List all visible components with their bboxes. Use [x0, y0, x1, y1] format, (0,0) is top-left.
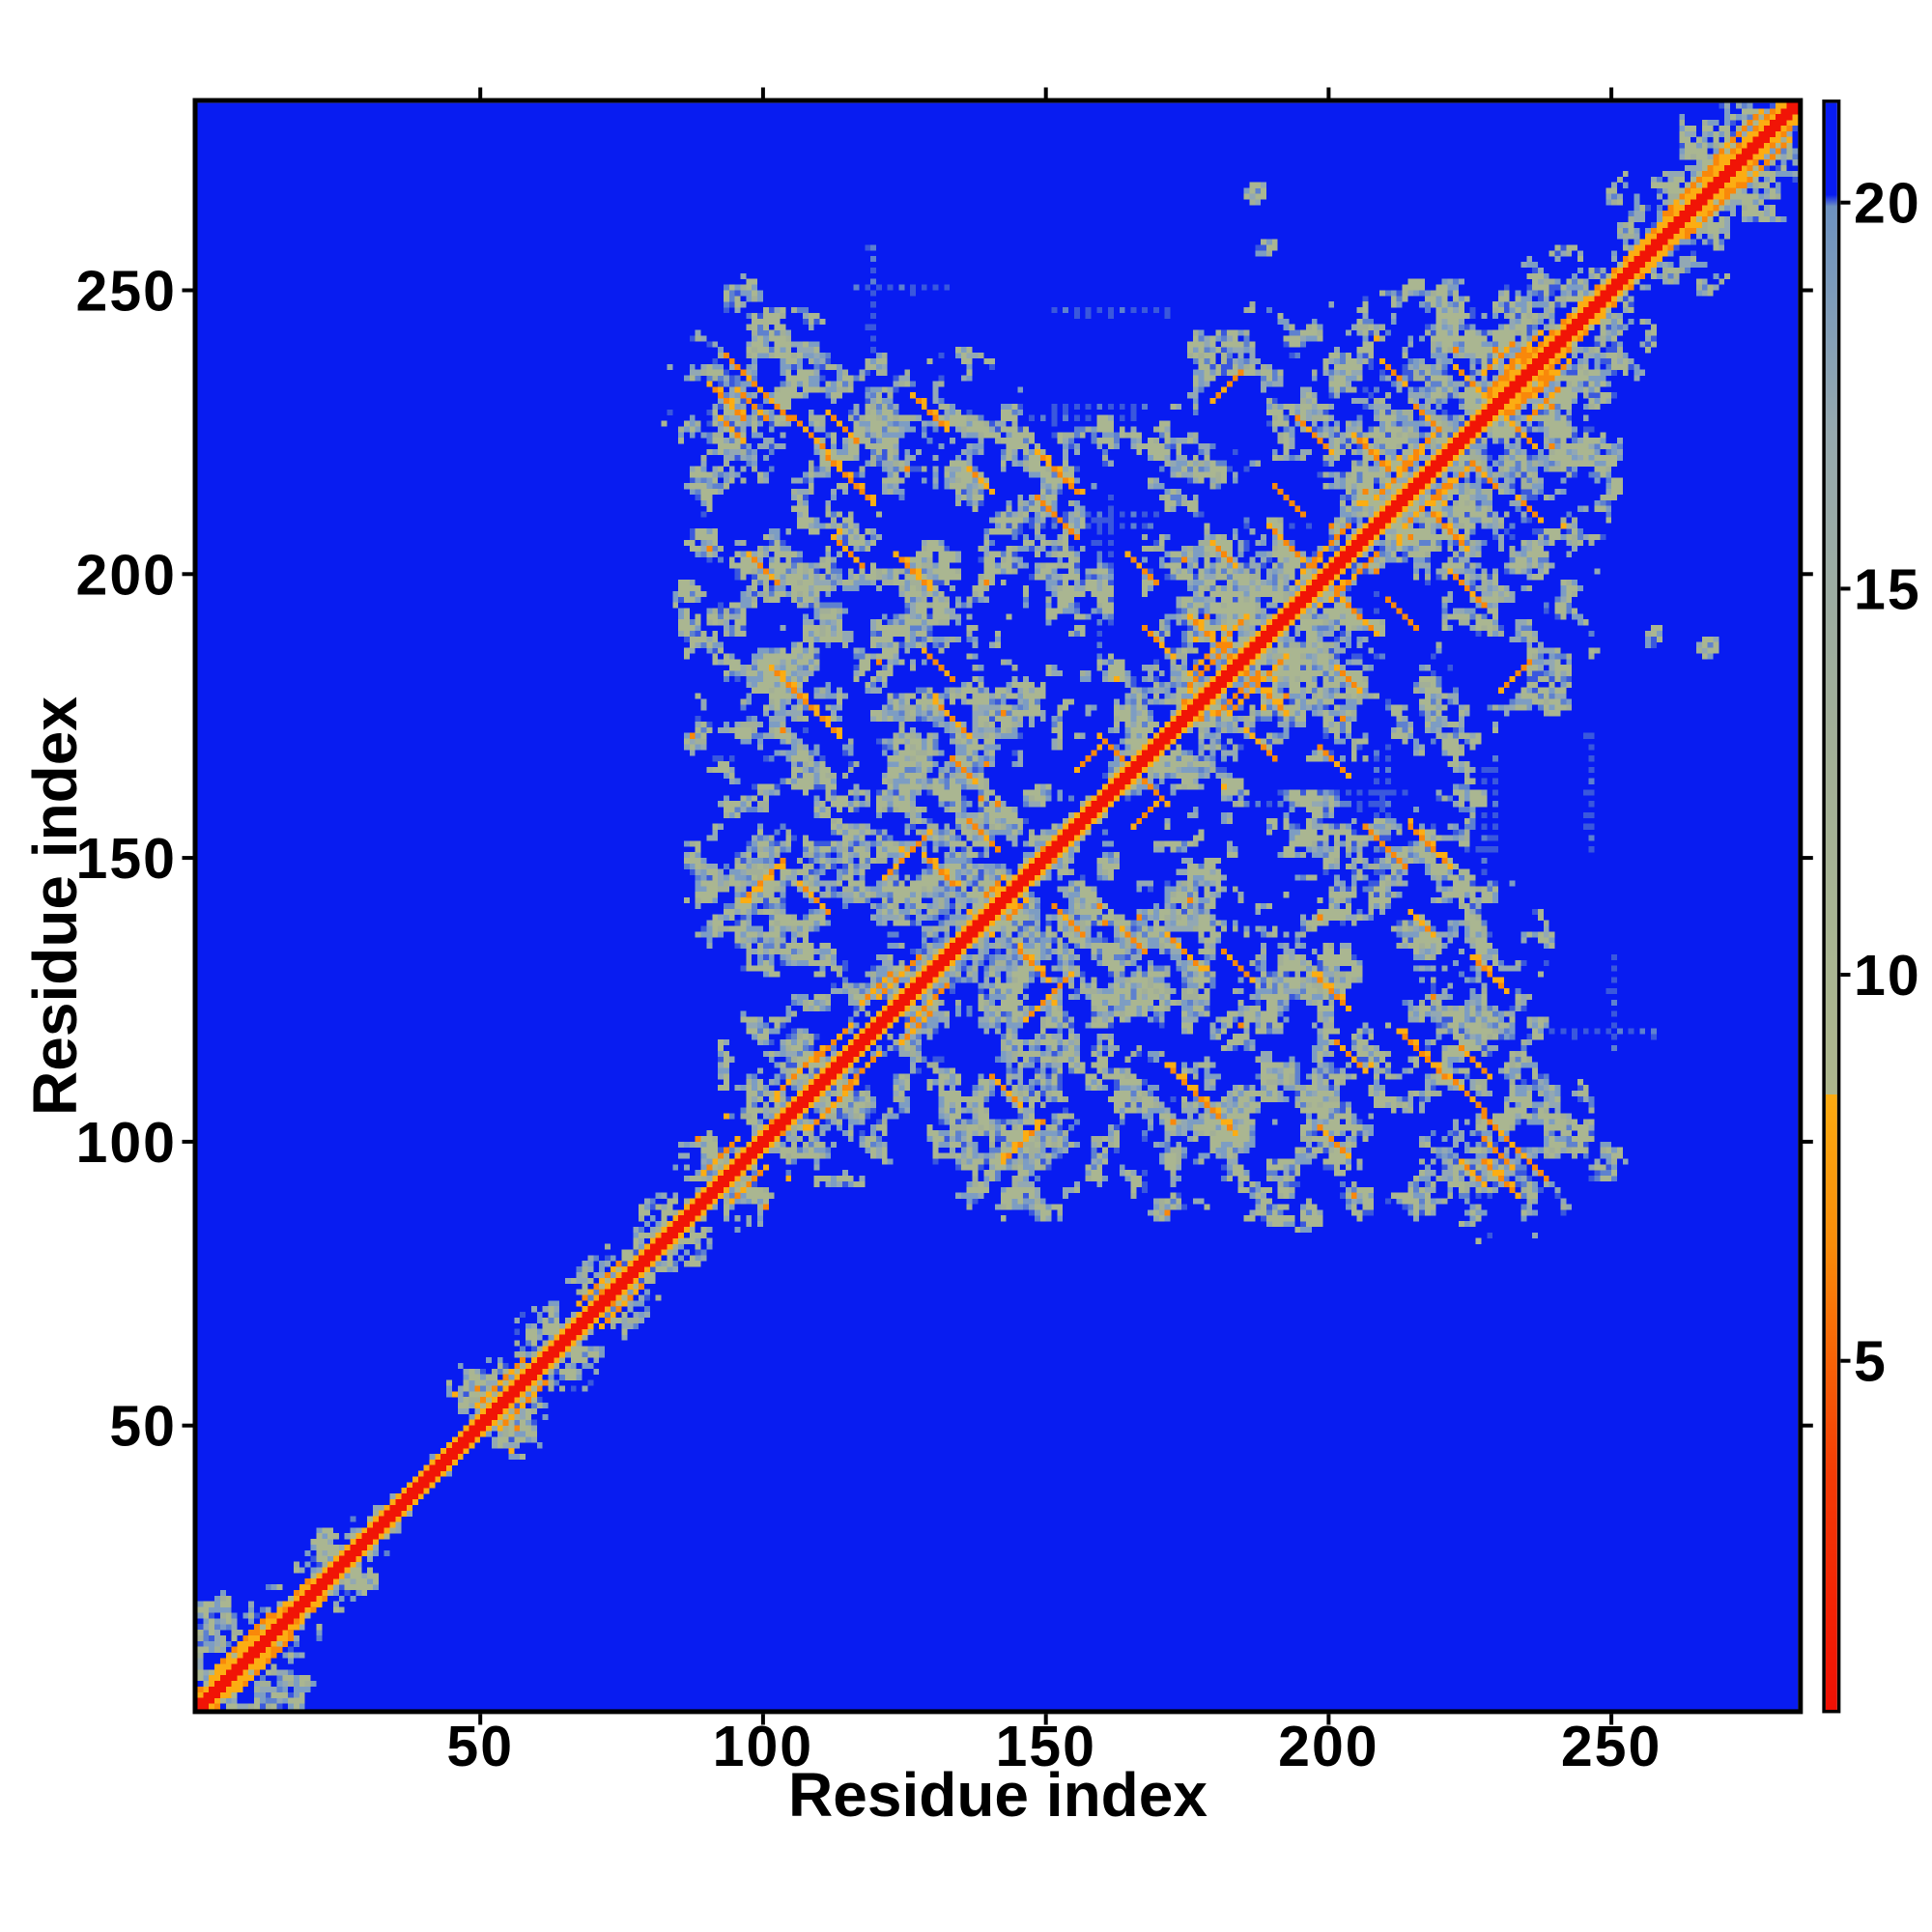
svg-text:200: 200	[1278, 1715, 1378, 1778]
svg-text:150: 150	[76, 827, 177, 891]
svg-text:100: 100	[76, 1111, 177, 1175]
svg-text:Residue index: Residue index	[20, 696, 90, 1116]
svg-text:200: 200	[76, 543, 177, 607]
svg-text:50: 50	[109, 1395, 177, 1459]
svg-text:50: 50	[446, 1715, 514, 1778]
svg-text:Residue index: Residue index	[788, 1760, 1208, 1830]
svg-text:20: 20	[1854, 172, 1921, 236]
svg-text:10: 10	[1854, 944, 1921, 1008]
svg-text:5: 5	[1854, 1330, 1888, 1394]
svg-text:250: 250	[1561, 1715, 1662, 1778]
svg-text:150: 150	[995, 1715, 1095, 1778]
svg-text:15: 15	[1854, 557, 1921, 621]
svg-text:250: 250	[76, 260, 177, 324]
svg-text:100: 100	[713, 1715, 813, 1778]
